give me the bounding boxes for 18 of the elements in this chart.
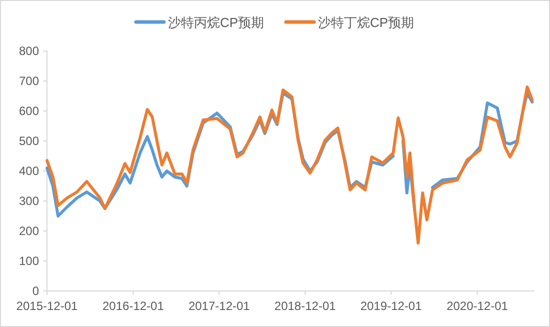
x-tick-label: 2016-12-01 [102,299,164,313]
y-tick-label: 200 [18,224,40,238]
x-tick-label: 2020-12-01 [446,299,508,313]
y-tick-label: 400 [18,164,40,178]
x-tick-label: 2017-12-01 [188,299,250,313]
y-tick-label: 500 [18,134,40,148]
x-tick-label: 2018-12-01 [274,299,336,313]
y-tick-label: 600 [18,104,40,118]
line-series [46,86,534,244]
x-tick-label: 2019-12-01 [360,299,422,313]
legend-label: 沙特丁烷CP预期 [318,15,414,30]
y-tick-label: 700 [18,74,40,88]
y-tick-label: 800 [18,44,40,58]
x-tick-label: 2015-12-01 [16,299,78,313]
y-tick-label: 100 [18,254,40,268]
legend-label: 沙特丙烷CP预期 [168,15,264,30]
y-tick-label: 0 [32,284,40,298]
y-tick-label: 300 [18,194,40,208]
